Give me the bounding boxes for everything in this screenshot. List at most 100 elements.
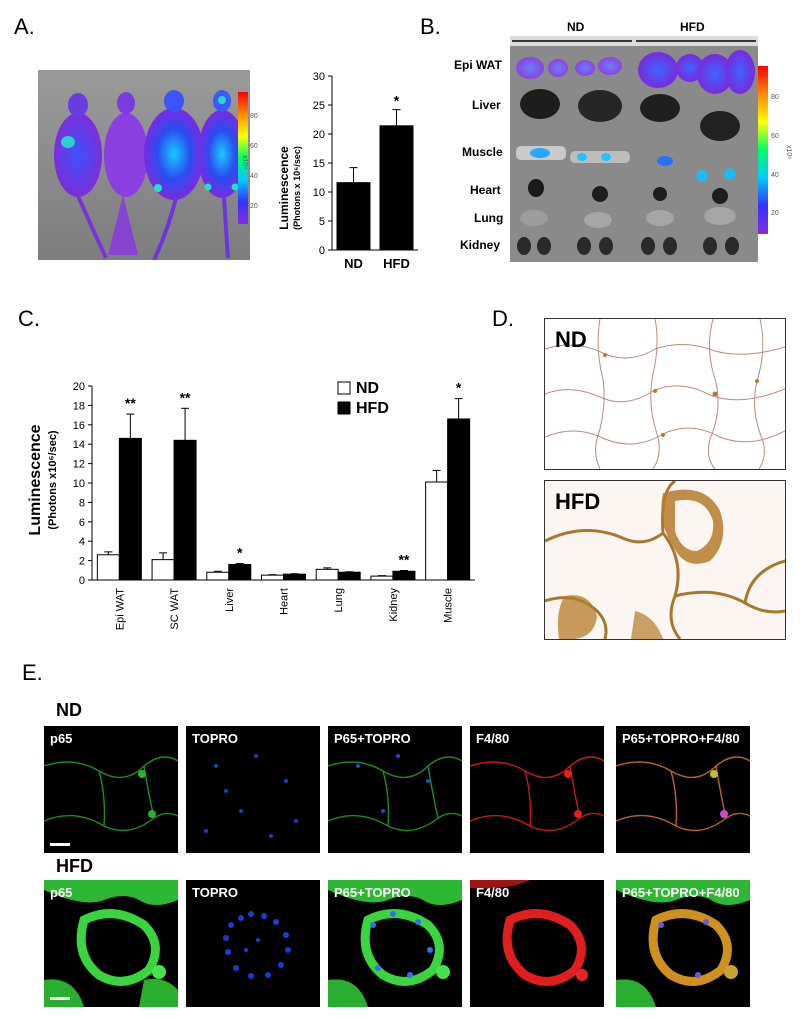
channel-label: P65+TOPRO+F4/80 [622,885,740,900]
bar-nd [315,568,339,581]
x-tick-label: Lung [333,588,345,612]
bar [336,182,371,250]
bar-nd [261,574,284,581]
micrograph-nd-p65: p65 [44,726,178,853]
colorbar-a-tick: 20 [250,203,258,210]
chart-c-ylabel: Luminescence [27,424,44,535]
y-tick-label: 20 [73,381,85,393]
y-tick-label: 6 [79,517,85,529]
micrograph-nd-f480: F4/80 [470,726,604,853]
colorbar-b-tick: 60 [771,133,779,140]
group-label-hfd: HFD [680,20,705,34]
x-tick-label: Liver [224,588,236,612]
y-tick-label: 18 [73,400,85,412]
bar-hfd [283,573,306,581]
row-label-hfd: HFD [56,856,93,876]
bar-hfd [392,570,416,581]
bar-hfd [228,563,252,581]
bar-nd [96,554,120,581]
channel-label: F4/80 [476,731,510,746]
chart-c: Luminescence (Photons x10⁶/sec) 0 2 4 6 8 10 1… [27,380,475,630]
y-tick-label: 14 [73,439,85,451]
y-tick-label: 12 [73,459,85,471]
histology-label-hfd: HFD [555,489,601,514]
bar-hfd [118,437,142,581]
micrograph-hfd-merge: P65+TOPRO+F4/80 [616,880,750,1007]
colorbar-a-unit: x10⁶ [241,155,248,170]
group-label-nd: ND [567,20,585,34]
y-tick-label: 0 [319,245,325,257]
scale-bar [50,997,70,1000]
histology-label-nd: ND [555,327,587,352]
bar-hfd [447,418,471,581]
histology-hfd: HFD [544,480,786,640]
significance-mark: * [394,93,400,109]
organ-luminescence-image [510,36,758,262]
micrograph-hfd-f480: F4/80 [470,880,604,1007]
legend-swatch [337,381,351,395]
colorbar-b-tick: 80 [771,94,779,101]
mice-luminescence-image [38,70,250,261]
x-tick-label: Epi WAT [114,588,126,630]
significance-mark: ** [180,389,191,405]
bar-hfd [173,439,197,581]
x-tick-label: HFD [383,256,410,271]
tissue-label: Lung [474,211,504,225]
micrograph-nd-topro: TOPRO [186,726,320,853]
micrograph-hfd-p65: p65 [44,880,178,1007]
bar [379,125,414,250]
chart-a: Luminescence (Photons x 10⁶/sec) 0 5 10 15 2… [277,71,418,271]
panel-label-b: B. [420,14,441,39]
bar-nd [151,559,175,581]
channel-label: p65 [50,885,73,900]
x-tick-label: Kidney [388,588,400,622]
tissue-label: Epi WAT [454,58,502,72]
micrograph-hfd-p65-topro: P65+TOPRO [328,880,462,1007]
channel-label: P65+TOPRO [334,885,411,900]
colorbar-b [758,66,768,234]
x-tick-label: Muscle [443,588,455,623]
chart-c-ylabel-unit: (Photons x10⁶/sec) [47,430,59,530]
panel-label-c: C. [18,306,40,331]
colorbar-a-tick: 80 [250,113,258,120]
colorbar-b-unit: x10⁶ [785,145,792,160]
x-tick-label: Heart [279,588,291,615]
tissue-label: Muscle [462,145,503,159]
bar-hfd [337,571,361,581]
significance-mark: ** [398,551,409,567]
significance-mark: * [237,545,243,561]
panel-label-d: D. [492,306,514,331]
micrograph-nd-p65-topro: P65+TOPRO [328,726,462,853]
colorbar-a [238,92,248,224]
channel-label: p65 [50,731,73,746]
x-tick-label: ND [344,256,363,271]
bar-nd [206,571,230,581]
channel-label: F4/80 [476,885,510,900]
y-tick-label: 10 [73,478,85,490]
row-label-nd: ND [56,700,82,720]
colorbar-a-tick: 40 [250,173,258,180]
micrograph-hfd-topro: TOPRO [186,880,320,1007]
scale-bar [50,843,70,846]
legend-label: ND [356,380,379,397]
y-tick-label: 15 [313,158,325,170]
y-tick-label: 5 [319,216,325,228]
y-tick-label: 30 [313,71,325,83]
channel-label: TOPRO [192,885,238,900]
y-tick-label: 0 [79,575,85,587]
y-tick-label: 25 [313,100,325,112]
y-tick-label: 8 [79,497,85,509]
y-tick-label: 2 [79,556,85,568]
significance-mark: ** [125,395,136,411]
x-tick-label: SC WAT [169,588,181,630]
y-tick-label: 20 [313,129,325,141]
colorbar-b-tick: 20 [771,210,779,217]
significance-mark: * [456,380,462,396]
tissue-label: Kidney [460,238,501,252]
bar-nd [425,481,449,581]
legend-swatch [337,401,351,415]
colorbar-b-tick: 40 [771,172,779,179]
y-tick-label: 10 [313,187,325,199]
chart-a-ylabel: Luminescence [277,146,291,230]
panel-label-a: A. [14,14,35,39]
